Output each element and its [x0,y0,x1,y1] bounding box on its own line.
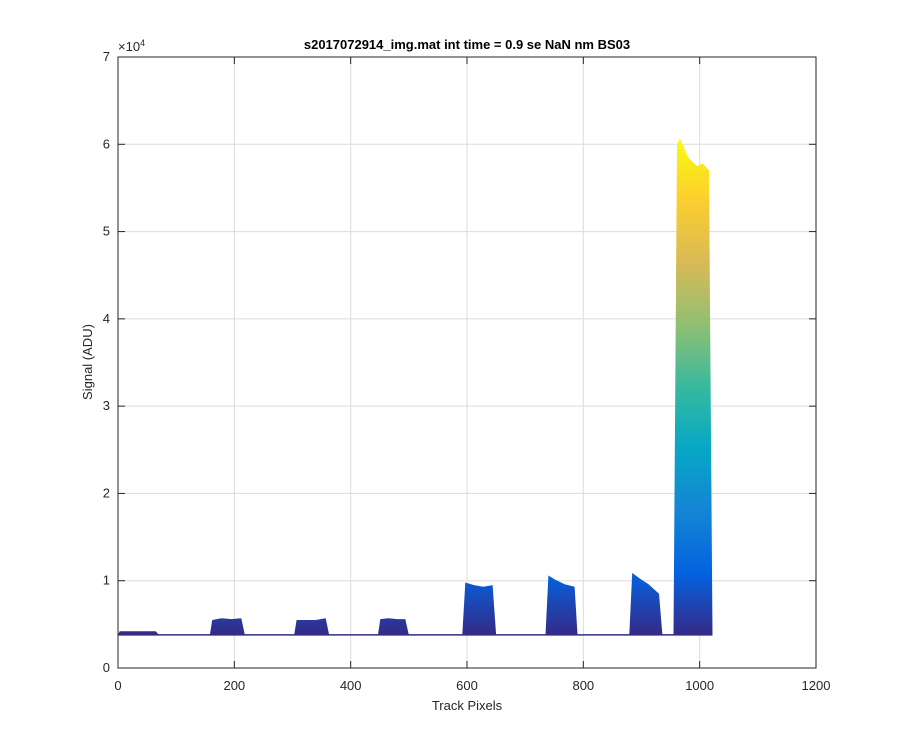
x-tick-label: 200 [223,678,245,693]
y-tick-label: 7 [103,49,110,64]
y-tick-label: 5 [103,224,110,239]
y-tick-label: 1 [103,573,110,588]
x-tick-label: 600 [456,678,478,693]
y-tick-label: 0 [103,660,110,675]
data-series [118,138,713,636]
signal-segment-1 [118,631,159,635]
y-tick-label: 6 [103,136,110,151]
signal-segment-4 [378,618,409,635]
chart-title: s2017072914_img.mat int time = 0.9 se Na… [304,37,630,52]
signal-segment-3 [294,618,330,635]
y-tick-label: 2 [103,485,110,500]
x-tick-label: 1000 [685,678,714,693]
x-tick-label: 400 [340,678,362,693]
y-tick-labels: 0 1 2 3 4 5 6 7 [103,49,110,675]
signal-segment-2 [209,618,245,635]
y-axis-label: Signal (ADU) [80,324,95,400]
tick-marks [117,56,817,669]
signal-segment-5 [462,582,497,635]
x-tick-label: 800 [572,678,594,693]
signal-segment-6 [545,575,578,635]
x-tick-label: 0 [114,678,121,693]
y-tick-label: 3 [103,398,110,413]
signal-segment-7 [629,572,663,635]
x-tick-label: 1200 [802,678,831,693]
y-exponent-label: ×104 [118,38,145,54]
x-tick-labels: 0 200 400 600 800 1000 1200 [114,678,830,693]
y-tick-label: 4 [103,311,110,326]
x-axis-label: Track Pixels [432,698,503,713]
signal-segment-8 [673,138,713,635]
